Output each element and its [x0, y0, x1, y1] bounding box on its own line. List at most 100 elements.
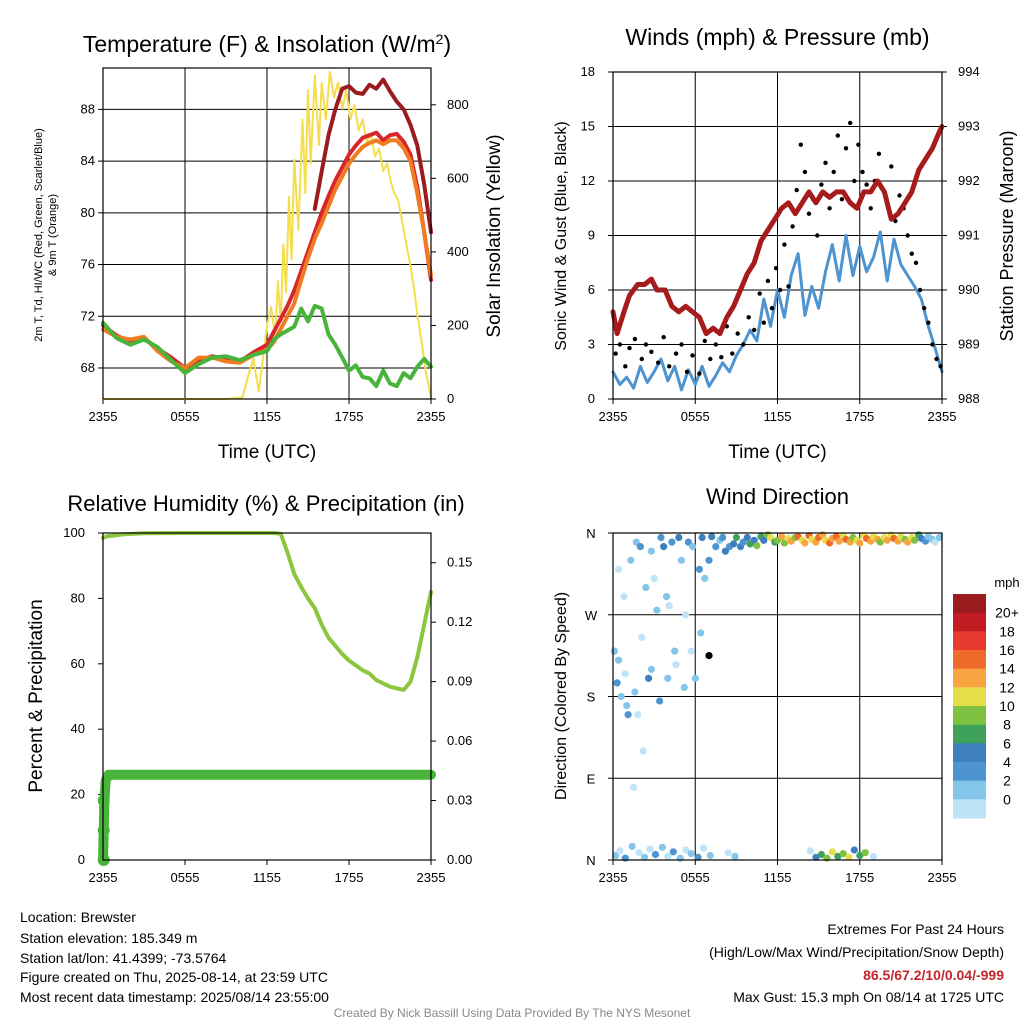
direction-point	[653, 606, 661, 614]
direction-point	[721, 547, 730, 555]
temperature-ytick-right-label: 800	[447, 97, 469, 112]
precipitation-point	[97, 794, 110, 807]
humidity-plot-border	[102, 532, 432, 861]
gust-point	[815, 233, 820, 238]
direction-point	[845, 853, 853, 861]
direction-point	[904, 538, 912, 546]
humidity-plot-area	[97, 531, 436, 866]
direction-ytick-label: W	[585, 608, 598, 623]
winds-ylabel-left: Sonic Wind & Gust (Blue, Black)	[553, 121, 570, 350]
direction-point	[658, 843, 667, 851]
gust-point	[798, 142, 803, 147]
gust-point	[786, 284, 791, 289]
temperature-ytick-left-label: 80	[81, 205, 95, 220]
humidity-ytick-right-label: 0.09	[447, 674, 472, 689]
credit-text: Created By Nick Bassill Using Data Provi…	[333, 1006, 691, 1020]
direction-point	[778, 533, 786, 541]
direction-point	[753, 542, 761, 550]
temperature-ytick-left-label: 88	[81, 101, 95, 116]
direction-point	[705, 556, 713, 564]
temperature-plot-area	[98, 68, 436, 404]
humidity-ylabel-left: Percent & Precipitation	[26, 599, 47, 792]
legend-label: 20+	[995, 605, 1019, 621]
direction-point	[823, 854, 831, 862]
gust-point	[934, 356, 939, 362]
direction-point	[935, 533, 943, 542]
direction-point	[616, 847, 624, 855]
legend-swatch	[953, 762, 986, 782]
direction-ylabel-left: Direction (Colored By Speed)	[553, 592, 570, 800]
direction-point	[627, 556, 635, 564]
gust-point	[679, 342, 684, 347]
extremes-values: 86.5/67.2/10/0.04/-999	[863, 967, 1004, 983]
direction-point	[708, 533, 716, 541]
direction-point	[671, 647, 679, 655]
winds-plot-area	[608, 71, 947, 404]
temperature-ytick-left-label: 76	[81, 257, 95, 272]
precipitation-point	[97, 824, 110, 837]
winds-ytick-left-label: 12	[581, 173, 595, 188]
direction-point	[620, 593, 628, 601]
humidity-ytick-right-label: 0.15	[447, 555, 472, 570]
gust-point	[741, 342, 746, 347]
direction-point	[828, 848, 836, 856]
gust-point	[802, 169, 808, 175]
legend-swatch	[953, 799, 986, 819]
temperature-ylabel-left-2: & 9m T (Orange)	[47, 194, 59, 276]
direction-point	[701, 574, 709, 583]
gust-point	[613, 351, 618, 356]
direction-point	[640, 853, 649, 861]
temperature-xtick-label: 2355	[89, 409, 118, 424]
humidity-ytick-left-label: 80	[71, 590, 85, 605]
direction-point	[647, 665, 656, 673]
direction-point	[680, 683, 688, 692]
gust-point	[831, 169, 836, 175]
winds-xtick-label: 2355	[599, 409, 628, 424]
humidity-ytick-right-label: 0.00	[447, 852, 472, 867]
direction-point	[730, 540, 738, 548]
direction-point	[646, 845, 654, 853]
temperature-ylabel-right: Solar Insolation (Yellow)	[484, 134, 505, 337]
direction-point	[732, 533, 741, 542]
direction-point	[719, 533, 727, 542]
direction-point	[801, 539, 809, 547]
gust-point	[860, 169, 865, 175]
temperature-ytick-right-label: 600	[447, 170, 469, 185]
direction-point	[647, 547, 656, 555]
temperature-title: Temperature (F) & Insolation (W/m2)	[83, 31, 451, 57]
direction-point	[739, 538, 747, 546]
gust-point	[746, 315, 751, 320]
direction-point	[668, 538, 676, 546]
direction-point	[660, 543, 668, 551]
gust-point	[819, 182, 824, 187]
direction-point	[834, 852, 842, 861]
legend-swatch	[953, 743, 986, 763]
gust-point	[667, 364, 672, 369]
direction-ytick-label: E	[587, 771, 596, 786]
gust-point	[806, 211, 812, 216]
gust-point	[617, 342, 623, 347]
humidity-xtick-label: 2355	[417, 870, 446, 885]
gust-point	[897, 193, 902, 198]
direction-point	[677, 556, 686, 564]
gust-point	[719, 355, 724, 360]
direction-point	[861, 849, 869, 857]
gust-point	[690, 353, 695, 358]
gust-point	[913, 260, 919, 265]
direction-point	[631, 688, 639, 696]
winds-ytick-right-label: 991	[958, 228, 980, 243]
direction-point	[635, 849, 643, 857]
temperature-series-td	[101, 303, 433, 389]
direction-point	[931, 538, 939, 546]
direction-point	[651, 850, 660, 859]
humidity-ytick-right-label: 0.12	[447, 614, 472, 629]
direction-xtick-label: 1755	[845, 870, 874, 885]
legend-label: 0	[1003, 791, 1011, 807]
gust-point	[848, 120, 853, 126]
humidity-title: Relative Humidity (%) & Precipitation (i…	[67, 491, 464, 516]
direction-point	[688, 543, 697, 551]
direction-point	[656, 697, 664, 705]
direction-point	[624, 711, 632, 719]
direction-point	[682, 846, 690, 854]
